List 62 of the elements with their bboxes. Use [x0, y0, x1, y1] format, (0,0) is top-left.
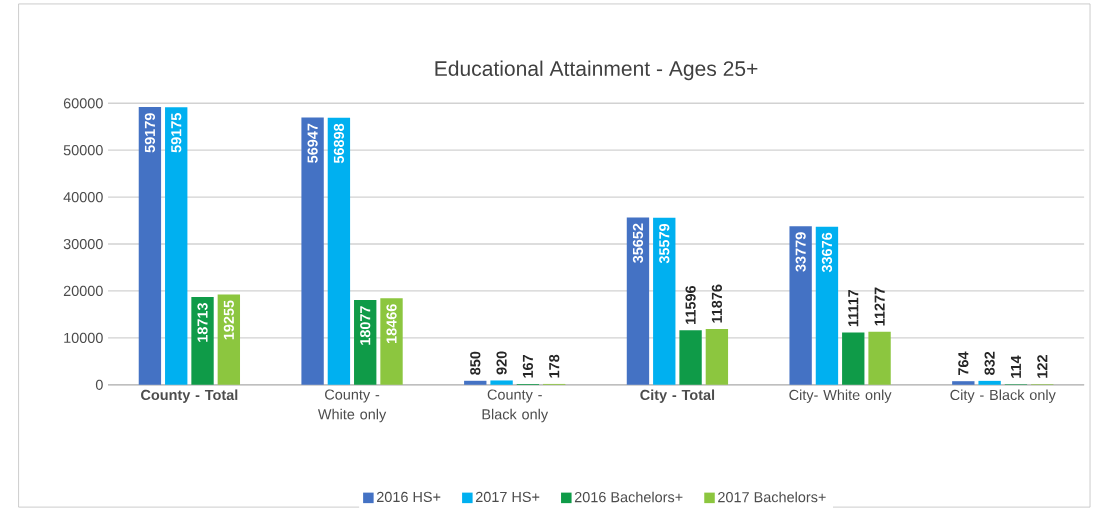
- data-label: 11277: [874, 287, 885, 326]
- bar: [138, 107, 162, 385]
- x-tick-label: County - Total: [141, 389, 238, 403]
- bar: [868, 331, 891, 385]
- data-label: 11117: [848, 289, 859, 327]
- legend-label: 2016 HS+: [376, 491, 441, 503]
- data-label: 59175: [171, 113, 182, 153]
- x-tick-label: City - Black only: [950, 389, 1056, 403]
- data-label: 114: [1010, 355, 1021, 378]
- x-tick-label: County - White only: [317, 389, 387, 423]
- bar: [653, 217, 676, 385]
- data-label: 35652: [632, 223, 644, 263]
- y-tick-label: 0: [95, 379, 103, 390]
- data-label: 18077: [360, 306, 371, 345]
- data-label: 11876: [711, 284, 723, 323]
- data-label: 18466: [386, 304, 397, 343]
- bar: [217, 294, 241, 385]
- x-tick-label: City - Total: [640, 389, 715, 403]
- bar: [301, 117, 324, 385]
- data-label: 764: [958, 351, 969, 376]
- y-tick-label: 40000: [63, 191, 103, 203]
- data-label: 850: [470, 351, 481, 375]
- y-tick-label: 50000: [63, 145, 103, 156]
- bar: [354, 299, 377, 385]
- bar: [380, 298, 403, 385]
- data-label: 122: [1037, 355, 1048, 378]
- data-label: 33676: [821, 232, 833, 273]
- bar: [978, 380, 1001, 385]
- bar: [191, 296, 214, 385]
- y-tick-label: 30000: [63, 238, 103, 250]
- data-label: 59179: [144, 113, 156, 153]
- legend-label: 2017 HS+: [475, 491, 540, 503]
- x-tick-label: City- White only: [789, 389, 892, 403]
- bar: [490, 380, 513, 385]
- chart-title: Educational Attainment - Ages 25+: [435, 60, 758, 81]
- y-tick-label: 60000: [63, 98, 103, 109]
- bar: [626, 217, 650, 385]
- bar: [679, 330, 702, 385]
- bar: [952, 381, 975, 385]
- data-label: 178: [549, 354, 560, 378]
- bar: [789, 226, 812, 385]
- data-label: 19255: [223, 300, 234, 340]
- bar: [327, 117, 351, 385]
- x-tick-label: County - Black only: [482, 389, 549, 423]
- data-label: 11596: [685, 285, 696, 324]
- bar: [842, 332, 865, 385]
- data-label: 832: [984, 351, 995, 375]
- y-tick-label: 20000: [63, 285, 103, 297]
- data-label: 56898: [333, 123, 345, 164]
- legend-label: 2017 Bachelors+: [718, 491, 826, 503]
- data-label: 33779: [795, 232, 806, 272]
- data-label: 56947: [307, 123, 318, 163]
- legend-label: 2016 Bachelors+: [574, 491, 683, 503]
- bar: [464, 380, 487, 385]
- data-label: 920: [496, 351, 507, 375]
- data-label: 167: [522, 354, 534, 378]
- bar: [815, 226, 839, 385]
- data-label: 35579: [659, 223, 670, 264]
- data-label: 18713: [197, 303, 208, 342]
- bar: [165, 107, 188, 385]
- bar: [705, 329, 729, 385]
- y-tick-label: 10000: [64, 332, 103, 343]
